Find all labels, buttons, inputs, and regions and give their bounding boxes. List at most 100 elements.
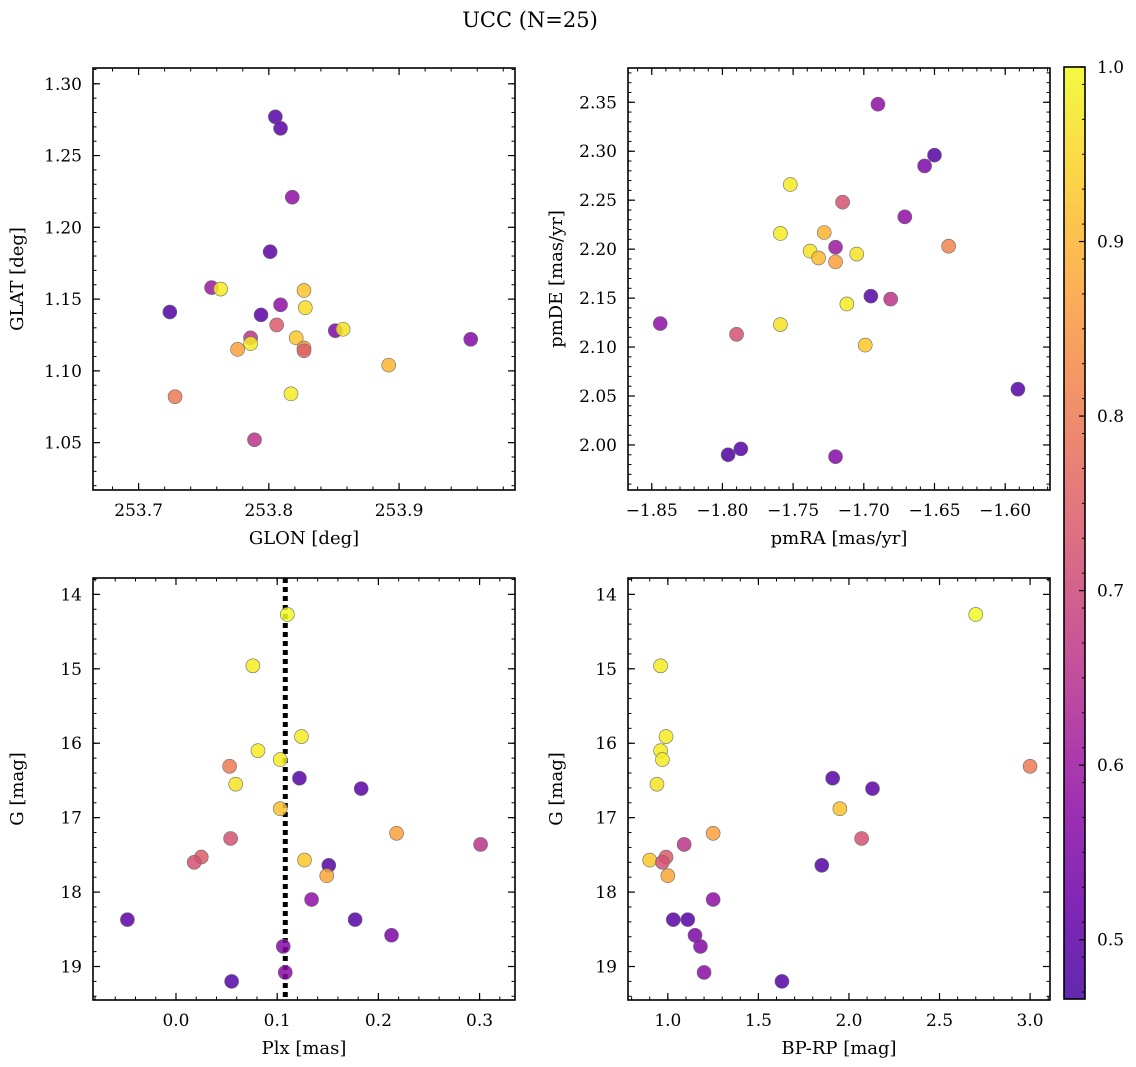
scatter-point [811,250,826,266]
scatter-point [304,892,319,907]
scatter-point [353,781,369,796]
scatter-point [897,209,913,225]
x-tick-label: −1.60 [979,501,1031,521]
scatter-point [927,147,942,163]
y-tick-label: 16 [595,734,617,754]
scatter-point [277,965,293,980]
y-tick-label: 2.00 [579,436,617,456]
y-tick-label: 1.15 [44,290,82,310]
y-tick-label: 2.35 [579,93,617,113]
y-tick-label: 1.30 [44,75,82,95]
y-tick-label: 19 [595,958,617,978]
panel-bprp-g: 1.0 1.5 2.0 2.5 3.0 14 15 16 17 18 19 BP-RP [mag] G … [546,577,1051,1059]
axes-frame [92,577,516,1001]
scatter-point [283,386,299,402]
scatter-point [273,120,288,136]
scatter-point [243,336,258,351]
scatter-point [162,304,178,320]
colorbar-frame [1063,66,1086,1000]
scatter-point [297,852,312,868]
axes-frame [627,577,1051,1001]
scatter-point [273,297,288,313]
scatter-point [224,974,239,989]
y-tick-label: 2.10 [579,338,617,358]
scatter-point [245,658,261,674]
scatter-point [335,321,351,337]
x-axis-label: BP-RP [mag] [781,1038,896,1059]
scatter-point [680,912,696,927]
scatter-point [705,892,721,907]
y-tick-label: 1.25 [44,147,82,167]
scatter-point [319,868,335,884]
axes-frame [627,67,1051,491]
y-tick-label: 1.10 [44,362,82,382]
x-tick-label: 2.5 [926,1011,953,1031]
panel-pmra-pmde: −1.85 −1.80 −1.75 −1.70 −1.65 −1.60 2.00 2.05 2.… [546,67,1051,549]
scatter-point [272,801,288,817]
scatter-point [782,177,798,192]
y-tick-label: 17 [595,809,617,829]
colorbar-tick-label: 0.6 [1097,756,1124,776]
y-tick-label: 16 [60,734,82,754]
y-tick-label: 18 [595,883,617,903]
x-tick-label: 1.5 [745,1011,772,1031]
scatter-point [814,857,830,873]
y-tick-label: 18 [60,883,82,903]
scatter-point [275,939,291,954]
colorbar-tick-label: 1.0 [1097,58,1124,78]
scatter-point [720,447,736,463]
x-tick-label: −1.85 [626,501,678,521]
scatter-point [296,343,312,359]
scatter-point [250,743,266,758]
y-axis-label: G [mag] [7,752,28,825]
colorbar-tick-label: 0.7 [1097,582,1124,602]
scatter-point [473,837,488,852]
scatter-point [854,831,869,846]
x-axis-label: pmRA [mas/yr] [771,528,908,549]
scatter-point [288,330,304,346]
scatter-point [693,939,708,954]
y-tick-label: 2.25 [579,191,617,211]
scatter-point [223,831,238,846]
scatter-point [213,281,228,297]
scatter-point [705,825,721,841]
scatter-point [381,357,396,373]
scatter-point [284,189,300,205]
x-tick-label: 0.0 [162,1011,189,1031]
minor-ticks [628,68,1050,490]
y-tick-label: 2.15 [579,289,617,309]
scatter-point [167,389,183,405]
x-axis-label: Plx [mas] [262,1038,347,1059]
scatter-point [863,288,879,304]
scatter-point [676,837,692,852]
scatter-point [247,432,262,448]
colorbar: 0.5 0.6 0.7 0.8 0.9 1.0 [1063,58,1124,1000]
panel-plx-g: 0.0 0.1 0.2 0.3 14 15 16 17 18 19 Plx [mas] G [mag] [7,577,516,1059]
scatter-point [773,317,788,332]
scatter-point [384,927,399,943]
panel-glon-glat: 253.7 253.8 253.9 1.05 1.10 1.15 1.20 1.25 1.30 G… [7,67,516,549]
colorbar-tick-label: 0.9 [1097,233,1124,253]
scatter-point [230,342,245,357]
y-axis-label: GLAT [deg] [7,227,28,331]
scatter-point [463,331,479,347]
scatter-point [825,770,840,786]
x-tick-label: 2.0 [835,1011,862,1031]
scatter-point [222,758,237,774]
scatter-point [642,852,658,868]
scatter-point [658,729,674,744]
y-axis-label: G [mag] [546,752,567,825]
y-tick-label: 15 [595,660,617,680]
scatter-point [839,296,855,312]
scatter-point [828,449,843,465]
x-tick-label: −1.65 [908,501,960,521]
colorbar-tick-label: 0.8 [1097,407,1124,427]
scatter-point [828,239,843,255]
scatter-point [665,912,681,927]
y-tick-label: 2.05 [579,387,617,407]
scatter-point [253,307,269,323]
scatter-point [660,868,676,884]
y-tick-label: 14 [60,585,82,605]
x-tick-label: 253.9 [375,501,424,521]
